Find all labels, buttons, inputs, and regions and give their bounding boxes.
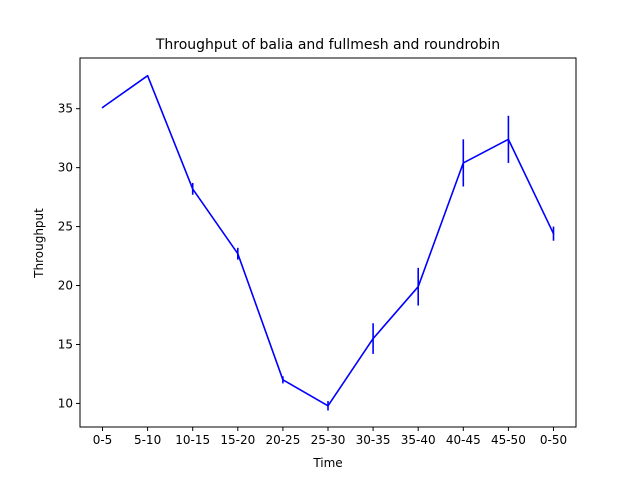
- data-point: [417, 285, 420, 288]
- y-tick-label: 35: [58, 102, 73, 116]
- x-tick-label: 40-45: [446, 433, 481, 447]
- x-tick-label: 35-40: [401, 433, 436, 447]
- data-point: [191, 188, 194, 190]
- y-tick-label: 15: [58, 337, 73, 351]
- y-axis-title: Throughput: [32, 208, 46, 279]
- data-point: [101, 106, 104, 109]
- series-lines: [101, 74, 555, 407]
- data-point: [552, 232, 555, 235]
- y-tick-label: 10: [58, 396, 73, 410]
- x-tick-label: 30-35: [356, 433, 391, 447]
- data-point: [146, 74, 149, 77]
- x-tick-label: 15-20: [220, 433, 255, 447]
- x-tick-label: 25-30: [311, 433, 346, 447]
- data-point: [282, 379, 284, 381]
- x-axis-title: Time: [312, 456, 342, 470]
- data-point: [327, 404, 329, 407]
- y-tick-label: 20: [58, 279, 73, 293]
- x-axis: 0-5 5-10 10-15 15-20 20-25 25-30 30-35 35-40 40-…: [93, 427, 567, 447]
- x-tick-label: 0-5: [93, 433, 113, 447]
- data-point: [507, 138, 510, 141]
- x-tick-label: 0-50: [540, 433, 567, 447]
- chart-title: Throughput of balia and fullmesh and rou…: [155, 37, 500, 53]
- data-point: [462, 162, 465, 164]
- x-tick-label: 20-25: [265, 433, 300, 447]
- x-tick-label: 10-15: [175, 433, 210, 447]
- y-tick-label: 25: [58, 220, 73, 234]
- y-axis: 10 15 20 25 30 35: [58, 102, 80, 410]
- y-tick-label: 30: [58, 161, 73, 175]
- x-tick-label: 5-10: [134, 433, 161, 447]
- data-point: [372, 337, 374, 340]
- x-tick-label: 45-50: [491, 433, 526, 447]
- data-point: [237, 252, 239, 255]
